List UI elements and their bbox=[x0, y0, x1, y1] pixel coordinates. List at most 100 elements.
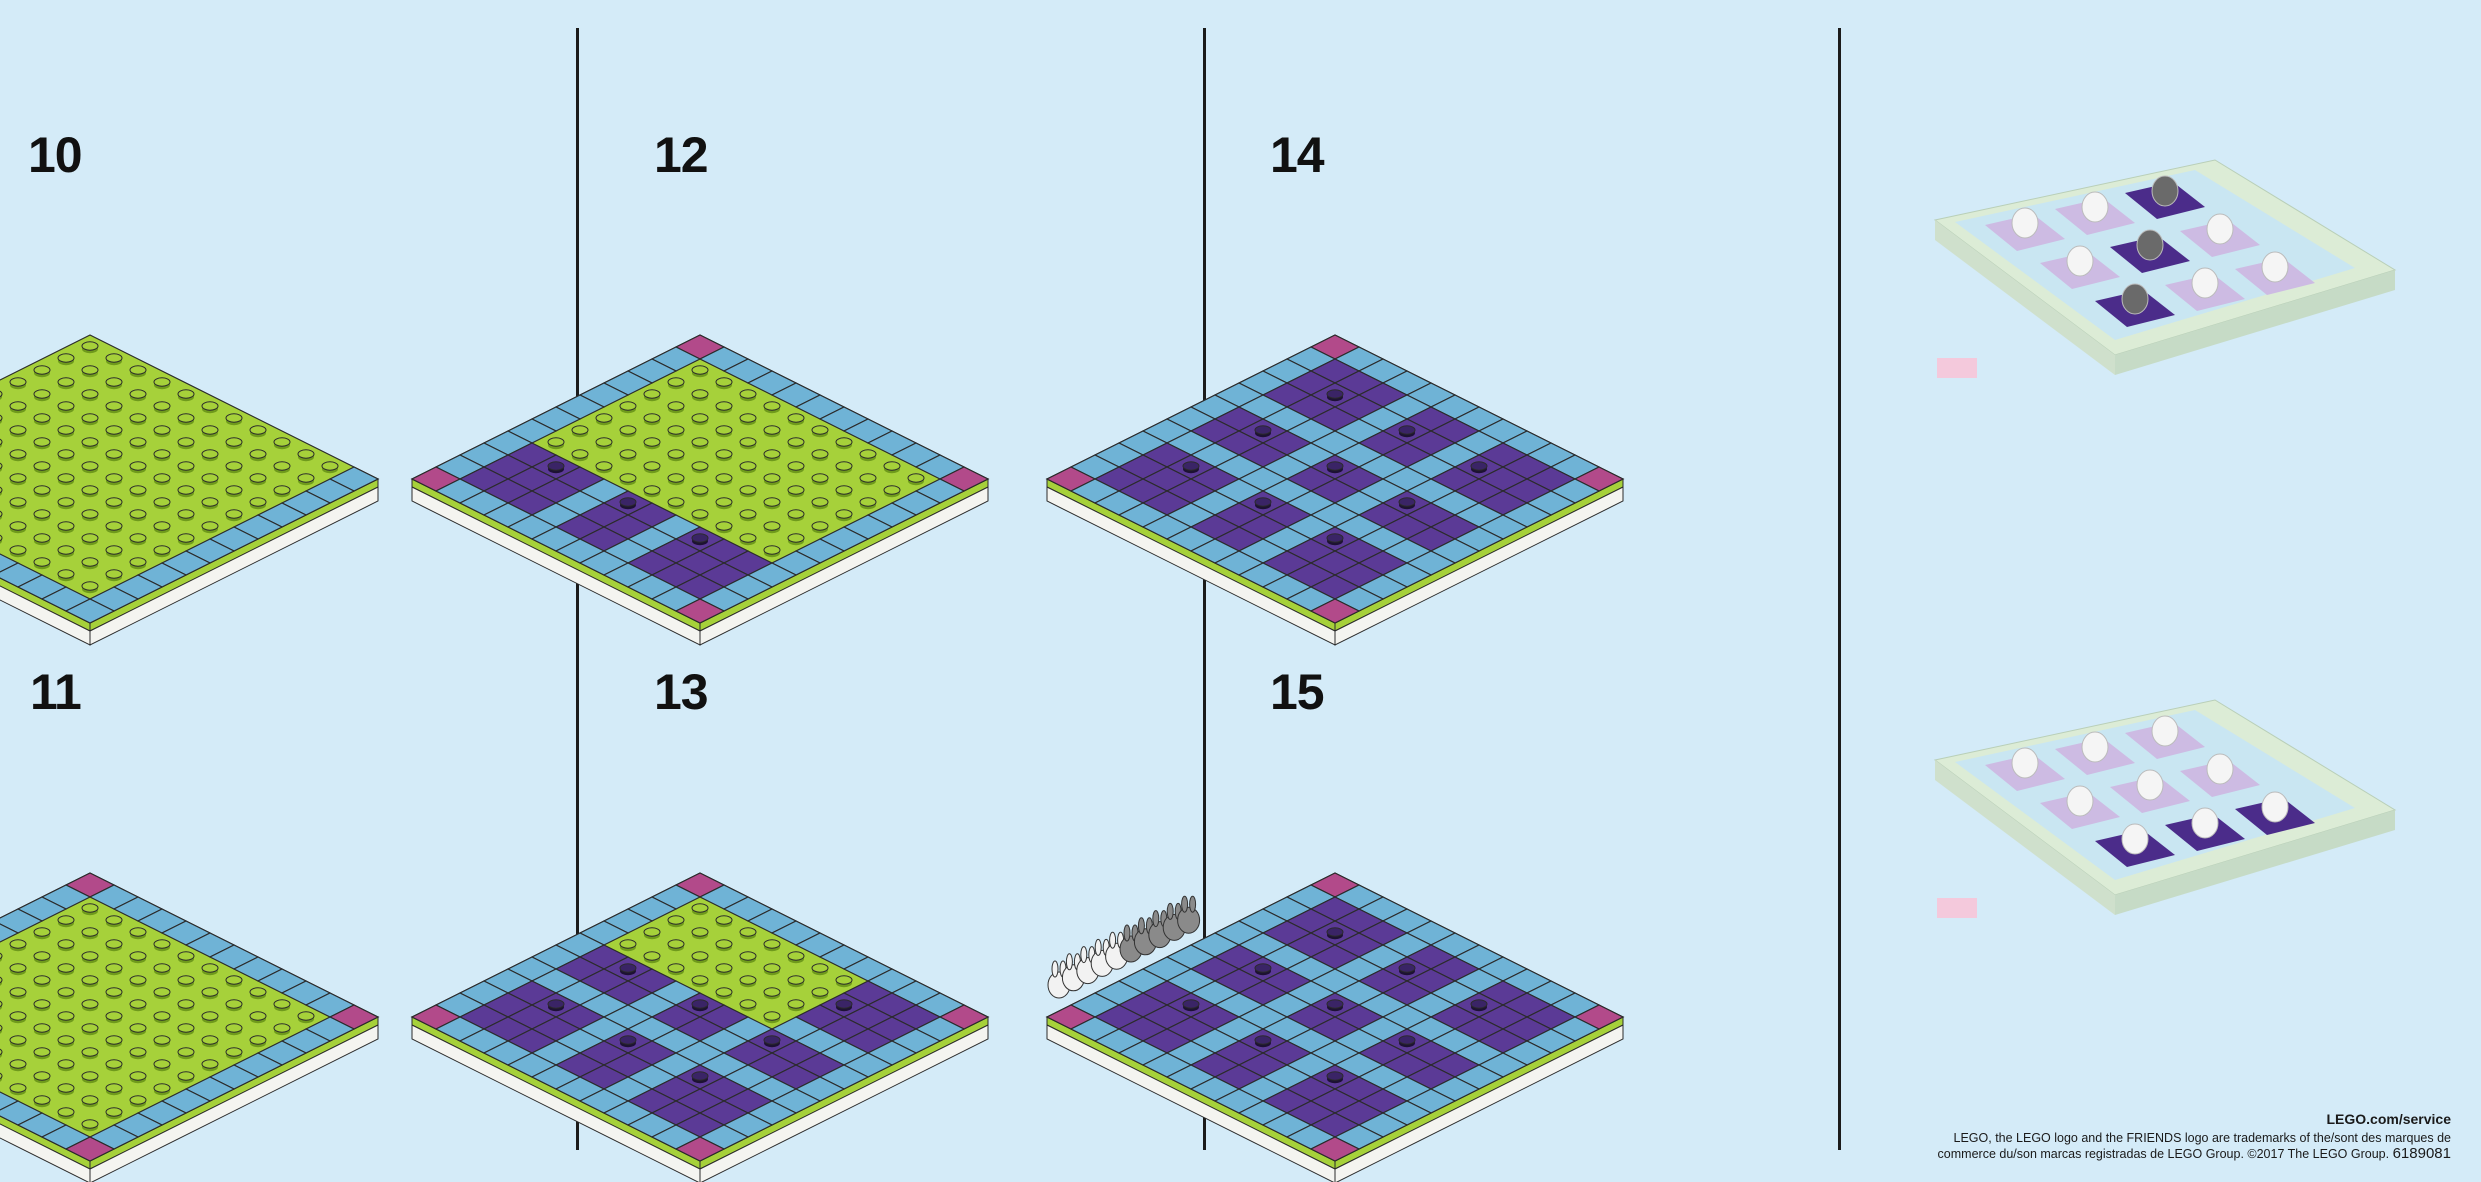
stud bbox=[715, 473, 733, 483]
stud bbox=[105, 425, 123, 435]
stud bbox=[57, 915, 75, 925]
stud bbox=[691, 903, 709, 913]
stud bbox=[201, 1035, 219, 1045]
stud bbox=[787, 413, 805, 423]
stud bbox=[57, 449, 75, 459]
stud bbox=[129, 1071, 147, 1081]
stud bbox=[739, 461, 757, 471]
stud bbox=[739, 413, 757, 423]
stud bbox=[129, 485, 147, 495]
stud bbox=[153, 401, 171, 411]
piece-ear bbox=[1166, 902, 1174, 920]
cat-piece bbox=[1177, 906, 1201, 934]
stud bbox=[33, 485, 51, 495]
stud bbox=[129, 999, 147, 1009]
photo-piece bbox=[2191, 807, 2219, 839]
stud bbox=[81, 903, 99, 913]
stud bbox=[129, 951, 147, 961]
stud bbox=[0, 510, 3, 518]
stud bbox=[9, 473, 27, 483]
stud bbox=[691, 485, 709, 495]
stud bbox=[667, 939, 685, 949]
photo-piece bbox=[2136, 229, 2164, 261]
purple-tile-stud bbox=[1398, 425, 1416, 435]
stud bbox=[763, 1011, 781, 1021]
stud bbox=[153, 377, 171, 387]
legal-notice: LEGO, the LEGO logo and the FRIENDS logo… bbox=[1938, 1131, 2451, 1162]
plate-side-right bbox=[699, 1024, 989, 1182]
step-number-11: 11 bbox=[30, 664, 82, 720]
stud bbox=[739, 437, 757, 447]
stud bbox=[273, 485, 291, 495]
stud bbox=[57, 987, 75, 997]
stud bbox=[883, 485, 901, 495]
photo-piece bbox=[2151, 175, 2179, 207]
stud bbox=[81, 533, 99, 543]
stud bbox=[297, 1011, 315, 1021]
stud bbox=[33, 1047, 51, 1057]
plate-side-right bbox=[1334, 486, 1624, 646]
stud bbox=[643, 485, 661, 495]
stud bbox=[715, 915, 733, 925]
stud bbox=[907, 473, 925, 483]
stud bbox=[105, 1107, 123, 1117]
stud bbox=[177, 389, 195, 399]
stud bbox=[667, 473, 685, 483]
stud bbox=[201, 1059, 219, 1069]
stud bbox=[129, 533, 147, 543]
stud bbox=[81, 389, 99, 399]
stud bbox=[0, 438, 3, 446]
stud bbox=[787, 509, 805, 519]
stud bbox=[177, 485, 195, 495]
stud bbox=[57, 545, 75, 555]
plate-side-right bbox=[89, 486, 379, 646]
stud bbox=[835, 509, 853, 519]
stud bbox=[667, 425, 685, 435]
footer: LEGO.com/service LEGO, the LEGO logo and… bbox=[1938, 1111, 2451, 1162]
stud bbox=[57, 1083, 75, 1093]
photo-corner-pink bbox=[1937, 358, 1977, 378]
stud bbox=[0, 486, 3, 494]
piece-ear bbox=[1152, 910, 1160, 928]
stud bbox=[57, 963, 75, 973]
stud bbox=[105, 521, 123, 531]
step-number-12: 12 bbox=[654, 127, 709, 183]
stud bbox=[153, 497, 171, 507]
stud bbox=[811, 987, 829, 997]
stud bbox=[153, 1083, 171, 1093]
piece-ear bbox=[1109, 931, 1117, 949]
stud bbox=[739, 975, 757, 985]
stud bbox=[643, 927, 661, 937]
stud bbox=[787, 975, 805, 985]
stud bbox=[153, 1035, 171, 1045]
stud bbox=[763, 449, 781, 459]
stud bbox=[57, 939, 75, 949]
stud bbox=[225, 1047, 243, 1057]
stud bbox=[9, 1083, 27, 1093]
stud bbox=[81, 413, 99, 423]
stud bbox=[9, 1059, 27, 1069]
stud bbox=[201, 425, 219, 435]
plate-side-front bbox=[0, 1123, 91, 1182]
stud bbox=[105, 569, 123, 579]
stud bbox=[835, 975, 853, 985]
stud bbox=[9, 545, 27, 555]
step-14-build-illustration bbox=[1045, 180, 1785, 646]
stud bbox=[81, 951, 99, 961]
stud bbox=[0, 952, 3, 960]
stud bbox=[9, 401, 27, 411]
stud bbox=[0, 1072, 3, 1080]
step-15-build-illustration bbox=[1045, 718, 1785, 1182]
stud bbox=[153, 521, 171, 531]
purple-tile-stud bbox=[1470, 999, 1488, 1009]
column-divider bbox=[576, 28, 579, 1150]
stud bbox=[739, 389, 757, 399]
stud bbox=[297, 473, 315, 483]
stud bbox=[619, 401, 637, 411]
stud bbox=[715, 425, 733, 435]
product-code: 6189081 bbox=[2392, 1145, 2451, 1162]
stud bbox=[715, 449, 733, 459]
photo-board-side bbox=[1935, 220, 2115, 375]
stud bbox=[33, 413, 51, 423]
stud bbox=[249, 1035, 267, 1045]
